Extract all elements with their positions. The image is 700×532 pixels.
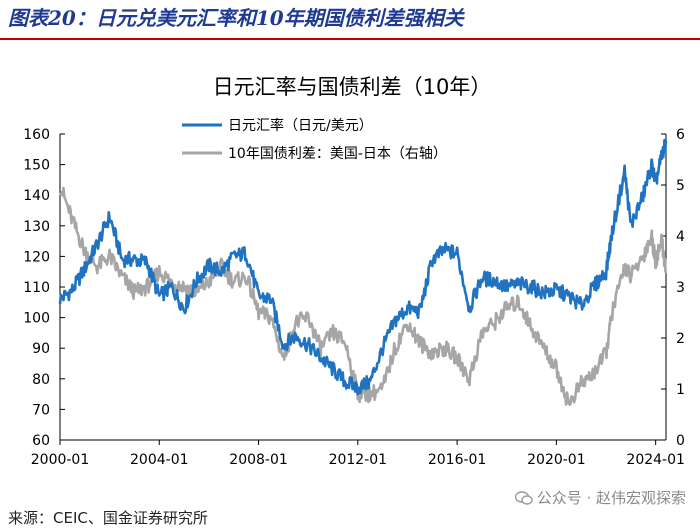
x-tick-label: 2012-01 [329, 452, 388, 468]
left-tick-label: 60 [32, 433, 50, 449]
heading-divider [0, 38, 700, 40]
x-tick-label: 2016-01 [428, 452, 487, 468]
wechat-icon [514, 491, 533, 505]
left-tick-label: 160 [23, 127, 50, 143]
left-tick-label: 110 [23, 280, 50, 296]
left-tick-label: 80 [32, 372, 50, 388]
x-tick-label: 2024-01 [626, 452, 685, 468]
chart-title: 日元汇率与国债利差（10年） [213, 75, 492, 99]
x-tick-label: 2008-01 [229, 452, 288, 468]
left-tick-label: 130 [23, 219, 50, 235]
right-tick-label: 4 [676, 229, 685, 245]
series-line-yield-spread [58, 186, 668, 406]
series-layer [58, 138, 668, 406]
right-tick-label: 6 [676, 127, 685, 143]
axes-group: 60 70 80 90 100 110 120 130 140 150 160 0 1 2 3 4 5 6 2000… [23, 127, 685, 468]
right-tick-label: 2 [676, 331, 685, 347]
watermark-text: 公众号 · 赵伟宏观探索 [536, 489, 686, 507]
right-tick-label: 0 [676, 433, 685, 449]
right-tick-label: 5 [676, 178, 685, 194]
left-tick-label: 70 [32, 402, 50, 418]
left-tick-label: 150 [23, 158, 50, 174]
x-tick-label: 2020-01 [527, 452, 586, 468]
x-tick-label: 2004-01 [130, 452, 189, 468]
left-tick-label: 120 [23, 249, 50, 265]
left-tick-label: 90 [32, 341, 50, 357]
watermark: 公众号 · 赵伟宏观探索 [514, 487, 686, 508]
source-note: 来源：CEIC、国金证券研究所 [8, 509, 208, 527]
series-line-jpy-usd [58, 138, 668, 396]
exchange-rate-spread-chart: 日元汇率与国债利差（10年） 6070809010011012013014015… [23, 75, 685, 468]
legend-label: 10年国债利差：美国-日本（右轴） [228, 146, 447, 162]
legend: 日元汇率（日元/美元） 10年国债利差：美国-日本（右轴） [182, 117, 447, 162]
right-tick-label: 3 [676, 280, 685, 296]
left-tick-label: 100 [23, 311, 50, 327]
legend-label: 日元汇率（日元/美元） [228, 117, 373, 134]
right-tick-label: 1 [676, 382, 685, 398]
x-tick-label: 2000-01 [31, 452, 90, 468]
figure-heading: 图表20：日元兑美元汇率和10年期国债利差强相关 [8, 6, 464, 30]
left-tick-label: 140 [23, 188, 50, 204]
